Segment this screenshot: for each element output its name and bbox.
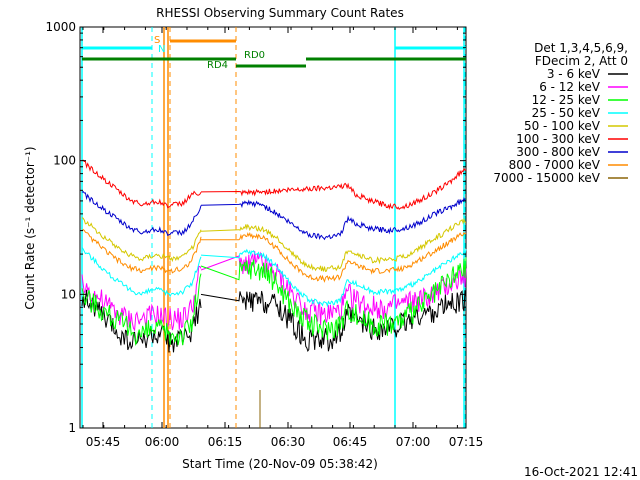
x-tick-label: 06:30 — [271, 435, 306, 449]
annotation-label: RD0 — [244, 50, 265, 61]
x-tick-label: 05:45 — [86, 435, 121, 449]
series-line — [200, 248, 467, 308]
annotation-label: RD4 — [207, 60, 228, 71]
series-line — [200, 167, 467, 211]
series-line — [81, 289, 202, 353]
annotation-label: S — [154, 35, 160, 46]
legend-header: FDecim 2, Att 0 — [535, 54, 628, 68]
legend-header: Det 1,3,4,5,6,9, — [534, 41, 628, 55]
legend-entry: 25 - 50 keV — [532, 106, 601, 120]
annotations-layer: SN RD0 RD4 — [81, 27, 466, 428]
series-line — [200, 257, 467, 341]
series-line — [81, 246, 202, 298]
legend: Det 1,3,4,5,6,9,FDecim 2, Att 03 - 6 keV… — [493, 41, 628, 185]
y-tick-label: 1 — [68, 421, 76, 435]
series-line — [200, 251, 467, 326]
series-line — [81, 159, 202, 209]
series-line — [200, 217, 467, 273]
series-layer — [81, 159, 467, 353]
legend-entry: 3 - 6 keV — [547, 67, 601, 81]
chart-title: RHESSI Observing Summary Count Rates — [156, 6, 404, 20]
legend-entry: 800 - 7000 keV — [509, 158, 601, 172]
legend-entry: 50 - 100 keV — [524, 119, 601, 133]
timestamp-footer: 16-Oct-2021 12:41 — [524, 465, 638, 479]
x-tick-label: 06:45 — [333, 435, 368, 449]
series-line — [201, 231, 467, 283]
x-tick-label: 06:15 — [208, 435, 243, 449]
legend-entry: 300 - 800 keV — [516, 145, 600, 159]
legend-entry: 7000 - 15000 keV — [493, 171, 600, 185]
legend-entry: 6 - 12 keV — [539, 80, 601, 94]
y-tick-label: 1000 — [45, 20, 76, 34]
series-line — [81, 228, 202, 274]
y-tick-label: 100 — [53, 154, 76, 168]
x-axis-label: Start Time (20-Nov-09 05:38:42) — [182, 457, 378, 471]
legend-entry: 12 - 25 keV — [532, 93, 601, 107]
x-tick-label: 07:00 — [396, 435, 431, 449]
annotation-label: N — [158, 44, 165, 55]
x-axis: 05:45 06:00 06:15 06:30 06:45 07:00 07:15 — [82, 27, 484, 449]
plot-frame — [79, 26, 467, 429]
series-line — [81, 273, 202, 347]
series-line — [200, 197, 467, 241]
y-tick-label: 10 — [61, 287, 76, 301]
series-line — [81, 190, 202, 237]
x-tick-label: 07:15 — [449, 435, 484, 449]
legend-entry: 100 - 300 keV — [516, 132, 600, 146]
y-axis-label: Count Rate (s⁻¹ detector⁻¹) — [23, 146, 37, 309]
x-tick-label: 06:00 — [145, 435, 180, 449]
series-line — [81, 217, 202, 263]
series-line — [81, 265, 202, 332]
